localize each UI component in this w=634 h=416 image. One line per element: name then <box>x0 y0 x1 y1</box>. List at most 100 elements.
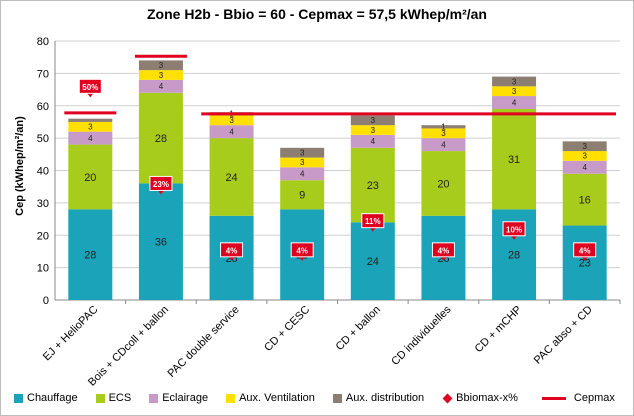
bbiomax-pointer <box>511 235 518 240</box>
bbiomax-pointer <box>157 190 164 195</box>
bbiomax-label: 4% <box>579 246 591 255</box>
bar-segment <box>562 173 607 226</box>
bar-value-label: 23 <box>367 180 379 192</box>
bar-value-label: 4 <box>371 137 376 146</box>
bar-value-label: 3 <box>512 77 517 86</box>
legend-label: Aux. distribution <box>345 392 425 404</box>
bar-segment <box>138 92 183 184</box>
x-tick-label: CD + mCHP <box>473 304 524 355</box>
legend-item: Eclairage <box>149 392 208 404</box>
bar-value-label: 24 <box>367 256 379 268</box>
y-tick-label: 0 <box>43 295 49 307</box>
bar-segment <box>138 70 183 80</box>
legend-label: ECS <box>108 392 132 404</box>
bar-value-label: 4 <box>512 98 517 107</box>
legend-swatch <box>226 393 236 403</box>
bar-segment <box>68 144 113 210</box>
bar-value-label: 3 <box>229 116 234 125</box>
y-tick-label: 40 <box>37 166 49 178</box>
legend-item: Cepmax <box>536 392 615 404</box>
bar-value-label: 23 <box>579 258 591 270</box>
bar-segment <box>209 125 254 139</box>
bar-segment <box>209 115 254 126</box>
x-tick-label: CD + CESC <box>262 304 312 354</box>
bar-segment <box>138 79 183 93</box>
bar-segment <box>562 225 607 300</box>
legend-line-marker <box>541 396 566 400</box>
legend-item: Bbiomax-x% <box>442 392 518 404</box>
bar-value-label: 3 <box>582 152 587 161</box>
bbiomax-label: 4% <box>296 246 308 255</box>
bar-segment <box>68 131 113 145</box>
legend-label: Aux. Ventilation <box>239 392 315 404</box>
legend-label: Chauffage <box>27 392 78 404</box>
legend-diamond-marker <box>442 393 453 403</box>
bar-segment <box>350 134 395 148</box>
legend-swatch <box>149 393 159 403</box>
bar-value-label: 3 <box>441 129 446 138</box>
bar-segment <box>492 76 537 87</box>
bbiomax-label: 11% <box>365 217 381 226</box>
bar-value-label: 20 <box>84 172 96 184</box>
bar-value-label: 36 <box>155 237 167 249</box>
bar-segment <box>68 121 113 132</box>
bar-value-label: 3 <box>159 61 164 70</box>
bar-value-label: 4 <box>582 163 587 172</box>
bbiomax-badge <box>361 213 385 229</box>
bar-value-label: 4 <box>88 134 93 143</box>
y-tick-label: 60 <box>37 101 49 113</box>
y-tick-label: 30 <box>37 198 49 210</box>
bar-segment <box>421 125 466 129</box>
bar-segment <box>562 160 607 174</box>
bar-value-label: 3 <box>300 158 305 167</box>
y-tick-label: 10 <box>37 263 49 275</box>
bar-segment <box>421 128 466 139</box>
bar-segment <box>492 86 537 97</box>
x-tick-label: PAC abso + CD <box>532 304 595 367</box>
bar-segment <box>209 138 254 216</box>
bar-segment <box>138 183 183 300</box>
bar-segment <box>421 138 466 152</box>
x-tick-label: EJ + HelioPAC <box>41 304 101 364</box>
bar-segment <box>350 125 395 135</box>
bbiomax-pointer <box>299 256 306 261</box>
bbiomax-badge <box>431 242 455 258</box>
bbiomax-pointer <box>228 256 235 261</box>
bar-value-label: 16 <box>579 194 591 206</box>
y-tick-label: 20 <box>37 230 49 242</box>
y-tick-label: 50 <box>37 133 49 145</box>
legend-item: Aux. distribution <box>332 392 425 404</box>
bar-segment <box>280 147 325 158</box>
legend-swatch <box>14 393 23 403</box>
bar-value-label: 3 <box>300 148 305 157</box>
bar-value-label: 20 <box>437 178 449 190</box>
y-tick-label: 80 <box>37 36 49 48</box>
bbiomax-badge <box>78 78 102 94</box>
x-tick-label: Bois + CDcoll + ballon <box>86 304 171 389</box>
legend-item: ECS <box>95 392 132 404</box>
bar-value-label: 3 <box>371 126 376 135</box>
bar-segment <box>280 157 325 168</box>
bbiomax-pointer <box>581 256 588 261</box>
bar-value-label: 4 <box>229 127 234 136</box>
bar-value-label: 1 <box>441 123 446 132</box>
legend-label: Cepmax <box>573 392 615 404</box>
bar-segment <box>492 96 537 109</box>
x-tick-label: CD + ballon <box>334 304 383 353</box>
bbiomax-badge <box>573 242 597 258</box>
legend-item: Chauffage <box>14 392 78 404</box>
bbiomax-label: 4% <box>438 246 450 255</box>
bar-segment <box>138 60 183 71</box>
bar-value-label: 3 <box>159 71 164 80</box>
bbiomax-label: 10% <box>506 225 522 234</box>
y-tick-label: 70 <box>37 68 49 80</box>
bar-value-label: 4 <box>441 140 446 149</box>
legend-swatch <box>332 393 342 403</box>
bbiomax-label: 4% <box>226 246 238 255</box>
bar-value-label: 24 <box>225 172 237 184</box>
bar-value-label: 9 <box>299 190 305 202</box>
bar-segment <box>68 118 113 122</box>
bar-value-label: 3 <box>582 142 587 151</box>
bar-value-label: 31 <box>508 154 520 166</box>
